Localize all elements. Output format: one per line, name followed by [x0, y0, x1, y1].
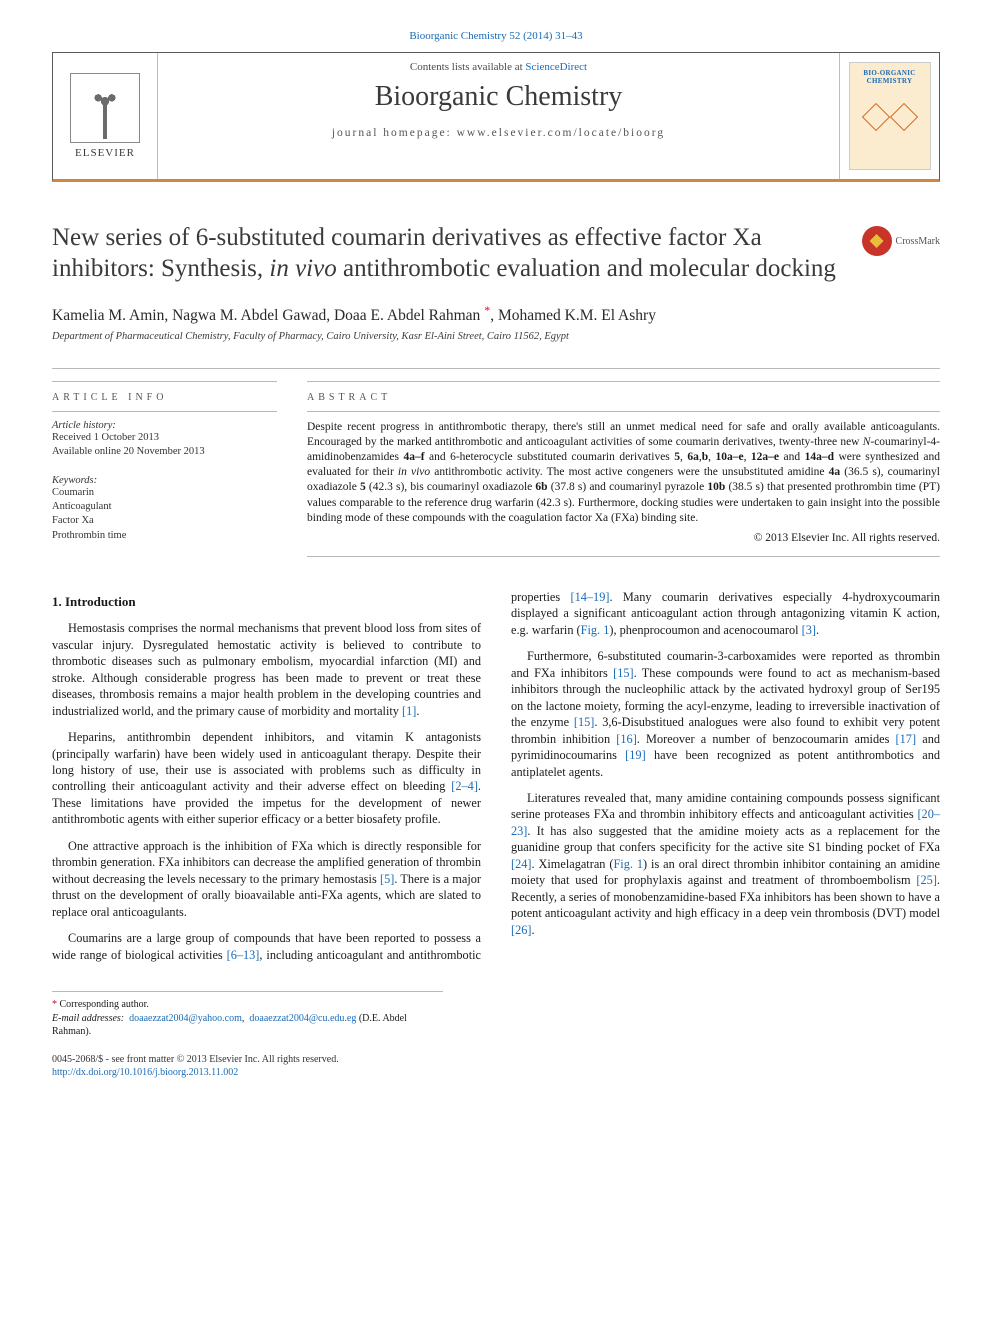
ref-link[interactable]: [6–13]: [227, 948, 260, 962]
section-heading: 1. Introduction: [52, 593, 481, 610]
journal-name: Bioorganic Chemistry: [158, 81, 839, 113]
article-info-heading: ARTICLE INFO: [52, 392, 277, 403]
author-email-link[interactable]: doaaezzat2004@cu.edu.eg: [249, 1013, 356, 1024]
sciencedirect-link[interactable]: ScienceDirect: [525, 61, 587, 73]
keyword: Prothrombin time: [52, 529, 277, 543]
keyword: Coumarin: [52, 486, 277, 500]
ref-link[interactable]: [2–4]: [451, 779, 478, 793]
publisher-name: ELSEVIER: [75, 147, 135, 159]
body-paragraph: One attractive approach is the inhibitio…: [52, 838, 481, 920]
journal-cover-thumb: BIO-ORGANIC CHEMISTRY: [839, 53, 939, 179]
cover-title-2: CHEMISTRY: [867, 77, 913, 85]
keyword: Anticoagulant: [52, 500, 277, 514]
ref-link[interactable]: [15]: [613, 666, 634, 680]
crossmark-icon: [862, 226, 892, 256]
contents-prefix: Contents lists available at: [410, 61, 525, 73]
ref-link[interactable]: [1]: [402, 704, 416, 718]
footnotes: * Corresponding author. E-mail addresses…: [52, 991, 443, 1039]
history-line: Available online 20 November 2013: [52, 445, 277, 459]
ref-link[interactable]: [20–23]: [511, 807, 940, 837]
homepage-prefix: journal homepage:: [332, 127, 457, 139]
masthead-center: Contents lists available at ScienceDirec…: [158, 53, 839, 179]
author-email-link[interactable]: doaaezzat2004@yahoo.com: [129, 1013, 242, 1024]
keywords-head: Keywords:: [52, 475, 277, 486]
article-history-head: Article history:: [52, 420, 277, 431]
abstract-heading: ABSTRACT: [307, 392, 940, 403]
elsevier-tree-icon: [70, 73, 140, 143]
ref-link[interactable]: [26]: [511, 923, 532, 937]
abstract-text: Despite recent progress in antithromboti…: [307, 420, 940, 526]
ref-link[interactable]: [15]: [574, 715, 595, 729]
journal-citation-link[interactable]: Bioorganic Chemistry 52 (2014) 31–43: [409, 30, 582, 42]
body-paragraph: Literatures revealed that, many amidine …: [511, 790, 940, 938]
ref-link[interactable]: [24]: [511, 857, 532, 871]
body-paragraph: Furthermore, 6-substituted coumarin-3-ca…: [511, 648, 940, 780]
homepage-url: www.elsevier.com/locate/bioorg: [457, 127, 666, 139]
article-title: New series of 6-substituted coumarin der…: [52, 222, 844, 285]
journal-citation-top: Bioorganic Chemistry 52 (2014) 31–43: [52, 30, 940, 42]
crossmark-label: CrossMark: [896, 236, 940, 247]
affiliation: Department of Pharmaceutical Chemistry, …: [52, 331, 940, 342]
article-history-lines: Received 1 October 2013 Available online…: [52, 431, 277, 459]
issn-line: 0045-2068/$ - see front matter © 2013 El…: [52, 1053, 940, 1067]
authors-line: Kamelia M. Amin, Nagwa M. Abdel Gawad, D…: [52, 303, 940, 325]
masthead: ELSEVIER Contents lists available at Sci…: [52, 52, 940, 182]
article-info-block: ARTICLE INFO Article history: Received 1…: [52, 369, 277, 557]
ref-link[interactable]: [16]: [616, 732, 637, 746]
publisher-logo: ELSEVIER: [53, 53, 158, 179]
doi-link[interactable]: http://dx.doi.org/10.1016/j.bioorg.2013.…: [52, 1067, 238, 1078]
history-line: Received 1 October 2013: [52, 431, 277, 445]
body-paragraph: Hemostasis comprises the normal mechanis…: [52, 620, 481, 719]
abstract-copyright: © 2013 Elsevier Inc. All rights reserved…: [307, 532, 940, 544]
ref-link[interactable]: [19]: [625, 748, 646, 762]
abstract-block: ABSTRACT Despite recent progress in anti…: [307, 369, 940, 557]
ref-link[interactable]: [17]: [896, 732, 917, 746]
contents-line: Contents lists available at ScienceDirec…: [158, 61, 839, 73]
keywords-list: Coumarin Anticoagulant Factor Xa Prothro…: [52, 486, 277, 543]
email-label: E-mail addresses:: [52, 1013, 124, 1024]
journal-homepage: journal homepage: www.elsevier.com/locat…: [158, 127, 839, 139]
corresponding-note: * Corresponding author.: [52, 998, 443, 1012]
ref-link[interactable]: [5]: [380, 872, 394, 886]
email-note: E-mail addresses: doaaezzat2004@yahoo.co…: [52, 1012, 443, 1039]
cover-title-1: BIO-ORGANIC: [863, 69, 915, 77]
ref-link[interactable]: [25]: [916, 873, 937, 887]
cover-molecule-icon: [860, 93, 920, 133]
ref-link[interactable]: [3]: [802, 623, 816, 637]
ref-link[interactable]: [14–19]: [571, 590, 610, 604]
body-columns: 1. Introduction Hemostasis comprises the…: [52, 589, 940, 963]
crossmark-badge[interactable]: CrossMark: [862, 226, 940, 256]
keyword: Factor Xa: [52, 514, 277, 528]
cover-thumb-inner: BIO-ORGANIC CHEMISTRY: [849, 62, 931, 170]
body-paragraph: Heparins, antithrombin dependent inhibit…: [52, 729, 481, 828]
bottom-block: 0045-2068/$ - see front matter © 2013 El…: [52, 1053, 940, 1080]
